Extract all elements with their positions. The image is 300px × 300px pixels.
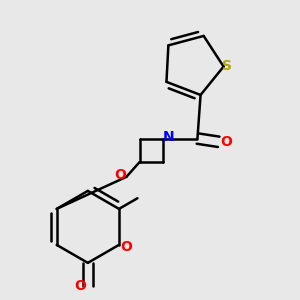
Text: O: O xyxy=(75,279,87,293)
Text: S: S xyxy=(223,59,232,73)
Text: O: O xyxy=(120,241,132,254)
Text: O: O xyxy=(220,135,232,149)
Text: O: O xyxy=(115,168,127,182)
Text: N: N xyxy=(163,130,174,144)
